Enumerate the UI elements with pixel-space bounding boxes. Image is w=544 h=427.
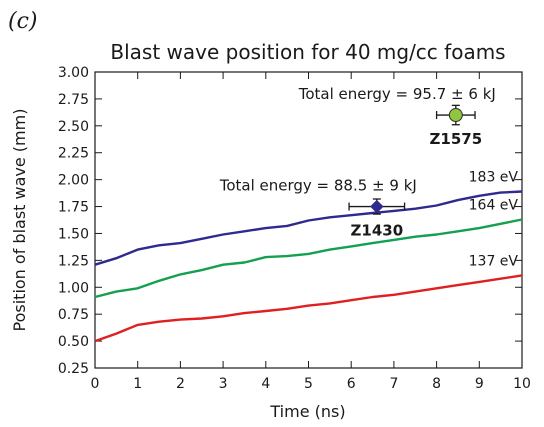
x-axis-label: Time (ns) (269, 402, 345, 421)
x-tick-label: 1 (133, 376, 142, 392)
series-line-164-ev (94, 218, 523, 299)
y-tick-label: 0.50 (58, 334, 89, 350)
point-annotation: Total energy = 95.7 ± 6 kJ (298, 85, 496, 103)
y-tick-label: 2.25 (58, 146, 89, 162)
point-annotation: Total energy = 88.5 ± 9 kJ (219, 177, 417, 195)
x-axis: 0 1 2 3 4 5 6 7 8 9 10 (91, 72, 531, 392)
y-tick-label: 1.00 (58, 280, 89, 296)
x-tick-label: 6 (347, 376, 356, 392)
series-label: 183 eV (469, 169, 519, 185)
y-tick-label: 0.75 (58, 307, 89, 323)
x-tick-label: 8 (432, 376, 441, 392)
x-tick-label: 0 (91, 376, 100, 392)
y-tick-label: 1.50 (58, 226, 89, 242)
panel-label: (c) (8, 9, 38, 34)
point-label: Z1575 (430, 130, 483, 148)
series-label: 164 eV (469, 197, 519, 213)
y-tick-label: 3.00 (58, 65, 89, 81)
x-tick-label: 9 (475, 376, 484, 392)
data-point-z1575 (448, 108, 463, 123)
x-tick-label: 4 (261, 376, 270, 392)
y-tick-label: 2.50 (58, 119, 89, 135)
series-line-183-ev (94, 190, 523, 266)
x-tick-label: 2 (176, 376, 185, 392)
chart-title: Blast wave position for 40 mg/cc foams (110, 40, 505, 64)
x-tick-label: 5 (304, 376, 313, 392)
y-axis-label: Position of blast wave (mm) (10, 109, 29, 332)
point-label: Z1430 (351, 222, 404, 240)
x-tick-label: 7 (389, 376, 398, 392)
points-layer: Z1575 Total energy = 95.7 ± 6 kJ Z1430 Tota… (219, 85, 496, 239)
y-tick-label: 2.75 (58, 92, 89, 108)
y-tick-label: 1.25 (58, 253, 89, 269)
y-tick-label: 1.75 (58, 200, 89, 216)
data-point-z1430 (370, 199, 384, 214)
series-label: 137 eV (469, 253, 519, 269)
x-tick-label: 10 (513, 376, 531, 392)
y-tick-label: 0.25 (58, 361, 89, 377)
series-layer: 183 eV 164 eV 137 eV (94, 169, 523, 343)
x-tick-label: 3 (219, 376, 228, 392)
series-line-137-ev (94, 274, 523, 343)
y-axis: 0.25 0.50 0.75 1.00 1.25 1.50 1.75 2.00 2.25 2.50… (58, 65, 522, 377)
y-tick-label: 2.00 (58, 173, 89, 189)
